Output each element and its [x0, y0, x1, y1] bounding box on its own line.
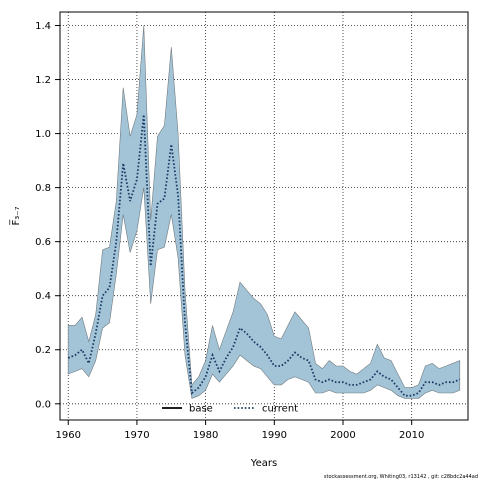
x-tick-label: 2010	[399, 430, 424, 441]
x-axis-label: Years	[250, 458, 277, 469]
legend-current-label: current	[262, 404, 298, 415]
legend-base-label: base	[189, 404, 213, 415]
y-tick-label: 0.2	[35, 345, 51, 356]
x-tick-label: 1980	[193, 430, 218, 441]
x-tick-label: 1960	[56, 430, 81, 441]
y-tick-label: 1.0	[35, 129, 51, 140]
y-tick-label: 1.2	[35, 75, 51, 86]
x-tick-label: 2000	[330, 430, 355, 441]
y-tick-label: 0.6	[35, 237, 51, 248]
y-tick-label: 0.8	[35, 183, 51, 194]
y-axis-label: F̅₃₋₇	[9, 206, 22, 225]
y-axis-ticks: 0.0 0.2 0.4 0.6 0.8 1.0 1.2 1.4	[35, 21, 60, 410]
current-series-line	[67, 114, 461, 397]
y-tick-label: 0.0	[35, 399, 51, 410]
y-tick-label: 0.4	[35, 291, 51, 302]
footer-credit: stockassessment.org, Whiting03, r13142 ,…	[324, 474, 478, 480]
plot-frame	[59, 11, 469, 421]
y-tick-label: 1.4	[35, 21, 51, 32]
x-tick-label: 1990	[262, 430, 287, 441]
legend: base current	[162, 404, 298, 415]
x-tick-label: 1970	[124, 430, 149, 441]
x-axis-ticks: 1960 1970 1980 1990 2000 2010	[56, 420, 424, 441]
grid-lines	[60, 12, 468, 420]
confidence-band	[67, 25, 461, 399]
